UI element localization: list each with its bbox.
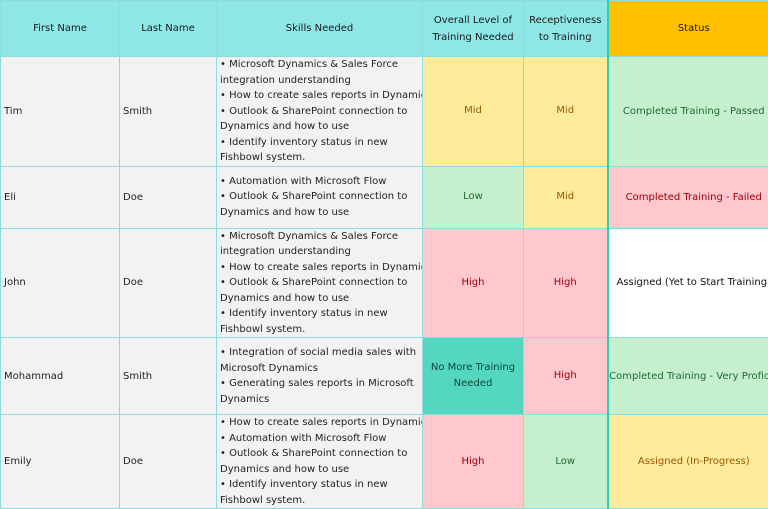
level-cell[interactable]: High: [423, 415, 524, 509]
status-cell[interactable]: Completed Training - Passed: [608, 57, 768, 167]
last-name-cell[interactable]: Smith: [120, 338, 217, 415]
skill-line: • Outlook & SharePoint connection to: [220, 189, 422, 205]
skill-line: • How to create sales reports in Dynamic…: [220, 88, 422, 104]
last-name-cell[interactable]: Doe: [120, 166, 217, 228]
skill-line: • Outlook & SharePoint connection to: [220, 275, 422, 291]
skill-line: • How to create sales reports in Dynamic…: [220, 415, 422, 431]
first-name-cell[interactable]: Eli: [1, 166, 120, 228]
header-receptiveness[interactable]: Receptiveness to Training: [524, 1, 608, 57]
last-name-cell[interactable]: Smith: [120, 57, 217, 167]
skill-line: Dynamics and how to use: [220, 291, 422, 307]
skill-line: • Identify inventory status in new: [220, 306, 422, 322]
status-cell[interactable]: Assigned (In-Progress): [608, 415, 768, 509]
skills-cell[interactable]: • Integration of social media sales with…: [217, 338, 423, 415]
skills-cell[interactable]: • How to create sales reports in Dynamic…: [217, 415, 423, 509]
header-status[interactable]: Status: [608, 1, 768, 57]
level-cell[interactable]: High: [423, 228, 524, 338]
skill-line: • How to create sales reports in Dynamic…: [220, 260, 422, 276]
last-name-cell[interactable]: Doe: [120, 228, 217, 338]
skills-cell[interactable]: • Automation with Microsoft Flow• Outloo…: [217, 166, 423, 228]
skill-line: Fishbowl system.: [220, 322, 422, 338]
status-cell[interactable]: Completed Training - Very Proficie: [608, 338, 768, 415]
skill-line: Fishbowl system.: [220, 493, 422, 509]
skill-line: • Automation with Microsoft Flow: [220, 431, 422, 447]
skill-line: • Outlook & SharePoint connection to: [220, 446, 422, 462]
header-last-name[interactable]: Last Name: [120, 1, 217, 57]
receptiveness-cell[interactable]: Low: [524, 415, 608, 509]
first-name-cell[interactable]: John: [1, 228, 120, 338]
skill-line: • Generating sales reports in Microsoft: [220, 376, 422, 392]
level-cell[interactable]: Mid: [423, 57, 524, 167]
receptiveness-cell[interactable]: High: [524, 228, 608, 338]
status-cell[interactable]: Assigned (Yet to Start Training): [608, 228, 768, 338]
skill-line: • Outlook & SharePoint connection to: [220, 104, 422, 120]
receptiveness-cell[interactable]: Mid: [524, 57, 608, 167]
first-name-cell[interactable]: Emily: [1, 415, 120, 509]
skill-line: • Identify inventory status in new: [220, 477, 422, 493]
skill-line: • Microsoft Dynamics & Sales Force: [220, 229, 422, 245]
skill-line: Dynamics and how to use: [220, 119, 422, 135]
header-row: First Name Last Name Skills Needed Overa…: [1, 1, 768, 57]
skill-line: • Microsoft Dynamics & Sales Force: [220, 57, 422, 73]
status-cell[interactable]: Completed Training - Failed: [608, 166, 768, 228]
level-cell[interactable]: Low: [423, 166, 524, 228]
first-name-cell[interactable]: Mohammad: [1, 338, 120, 415]
last-name-cell[interactable]: Doe: [120, 415, 217, 509]
skill-line: integration understanding: [220, 73, 422, 89]
receptiveness-cell[interactable]: Mid: [524, 166, 608, 228]
receptiveness-cell[interactable]: High: [524, 338, 608, 415]
header-level[interactable]: Overall Level of Training Needed: [423, 1, 524, 57]
header-skills[interactable]: Skills Needed: [217, 1, 423, 57]
skill-line: Dynamics: [220, 392, 422, 408]
skill-line: • Integration of social media sales with: [220, 345, 422, 361]
skill-line: Dynamics and how to use: [220, 462, 422, 478]
first-name-cell[interactable]: Tim: [1, 57, 120, 167]
skill-line: Dynamics and how to use: [220, 205, 422, 221]
skill-line: • Identify inventory status in new: [220, 135, 422, 151]
skill-line: Microsoft Dynamics: [220, 361, 422, 377]
skill-line: integration understanding: [220, 244, 422, 260]
skill-line: • Automation with Microsoft Flow: [220, 174, 422, 190]
level-cell[interactable]: No More Training Needed: [423, 338, 524, 415]
skill-line: Fishbowl system.: [220, 150, 422, 166]
header-first-name[interactable]: First Name: [1, 1, 120, 57]
